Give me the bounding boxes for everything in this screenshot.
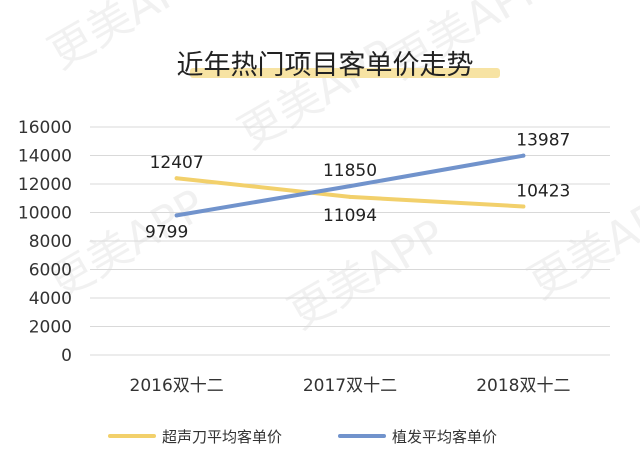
data-label: 13987 (516, 131, 570, 151)
legend-label: 植发平均客单价 (392, 428, 497, 446)
watermark-text: 更美APP (280, 210, 454, 340)
y-tick-label: 2000 (29, 318, 72, 338)
data-point (521, 153, 526, 158)
y-tick-label: 16000 (18, 118, 72, 138)
data-point (174, 176, 179, 181)
data-label: 12407 (150, 153, 204, 173)
series-line-1 (174, 176, 526, 209)
title-highlight (190, 68, 500, 78)
data-label: 9799 (145, 222, 188, 242)
y-tick-label: 0 (61, 346, 72, 366)
legend: 超声刀平均客单价 植发平均客单价 (108, 428, 497, 446)
data-point (348, 184, 352, 189)
data-labels: 12407 11094 10423 9799 11850 13987 (145, 131, 570, 243)
gridlines (90, 126, 610, 356)
legend-label: 超声刀平均客单价 (162, 428, 282, 446)
x-tick-label: 2018双十二 (476, 376, 570, 396)
chart-title: 近年热门项目客单价走势 (177, 50, 474, 81)
x-axis: 2016双十二 2017双十二 2018双十二 (130, 376, 571, 396)
y-tick-label: 4000 (29, 289, 72, 309)
y-tick-label: 14000 (18, 147, 72, 167)
y-tick-label: 12000 (18, 175, 72, 195)
data-point (174, 213, 179, 218)
x-tick-label: 2017双十二 (303, 376, 397, 396)
y-tick-label: 8000 (29, 232, 72, 252)
series-layer (174, 153, 526, 218)
data-label: 11850 (323, 161, 377, 181)
data-point (348, 194, 352, 199)
data-label: 11094 (323, 206, 377, 226)
y-axis: 0 2000 4000 6000 8000 10000 12000 14000 16000 (18, 118, 72, 366)
x-tick-label: 2016双十二 (130, 376, 224, 396)
y-tick-label: 10000 (18, 204, 72, 224)
y-tick-label: 6000 (29, 261, 72, 281)
data-point (521, 204, 526, 209)
data-label: 10423 (516, 181, 570, 201)
